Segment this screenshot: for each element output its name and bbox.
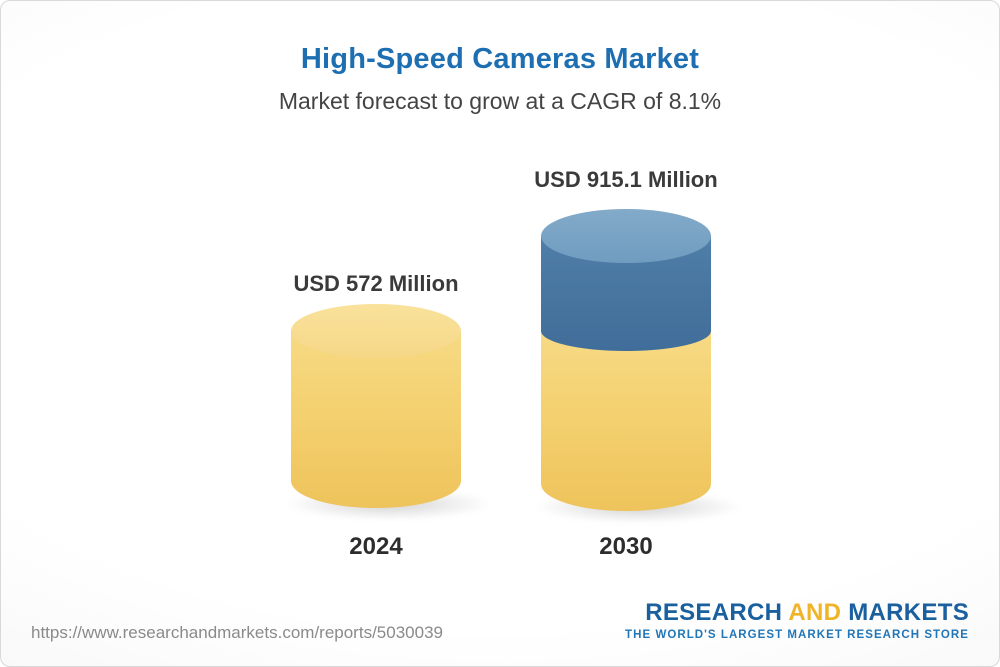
bar-2024-body-segment [291, 331, 461, 508]
bar-2030-top-ellipse [541, 209, 711, 263]
report-url[interactable]: https://www.researchandmarkets.com/repor… [31, 623, 443, 642]
logo-wordmark: RESEARCH AND MARKETS [625, 601, 969, 625]
x-axis-label-2024: 2024 [349, 533, 403, 560]
logo-tagline: THE WORLD'S LARGEST MARKET RESEARCH STOR… [625, 629, 969, 641]
logo-word-research: RESEARCH [645, 599, 783, 626]
chart-title: High-Speed Cameras Market [300, 43, 700, 75]
bar-value-label-2024: USD 572 Million [293, 271, 459, 296]
chart-subtitle: Market forecast to grow at a CAGR of 8.1… [278, 88, 722, 114]
logo-word-and: AND [788, 599, 842, 626]
research-and-markets-logo[interactable]: RESEARCH AND MARKETS THE WORLD'S LARGEST… [625, 601, 969, 642]
bar-value-label-2030: USD 915.1 Million [534, 167, 718, 192]
bar-2024-top-ellipse [291, 304, 461, 358]
logo-word-markets: MARKETS [848, 599, 969, 626]
x-axis-label-2030: 2030 [599, 533, 653, 560]
bar-2030-base-segment [541, 331, 711, 511]
bar-2024 [291, 304, 461, 508]
bar-2030 [541, 209, 711, 511]
